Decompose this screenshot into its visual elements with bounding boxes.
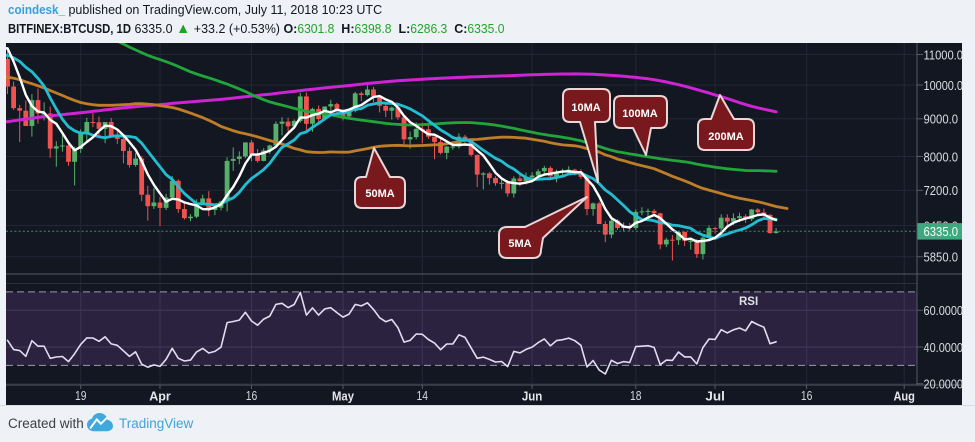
svg-text:60.0000: 60.0000 [924,303,964,318]
svg-text:40.0000: 40.0000 [924,340,964,355]
svg-text:Aug: Aug [893,389,915,404]
svg-text:8000.0: 8000.0 [924,149,959,164]
svg-text:Jul: Jul [705,389,725,404]
svg-text:20.0000: 20.0000 [924,377,964,392]
svg-text:11000.0: 11000.0 [924,47,964,62]
svg-text:14: 14 [417,389,429,403]
svg-text:Created with: Created with [8,416,84,431]
svg-text:Jun: Jun [522,389,543,404]
svg-text:10000.0: 10000.0 [924,78,964,93]
svg-text:5MA: 5MA [508,238,531,250]
svg-text:16: 16 [246,389,258,403]
svg-text:BITFINEX:BTCUSD, 1D 6335.0 ▲ +: BITFINEX:BTCUSD, 1D 6335.0 ▲ +33.2 (+0.5… [8,21,504,37]
svg-text:18: 18 [630,389,642,403]
svg-text:TradingView: TradingView [119,416,194,431]
svg-text:50MA: 50MA [365,188,394,200]
svg-text:6335.0: 6335.0 [924,224,959,239]
svg-text:5850.0: 5850.0 [924,250,959,265]
svg-text:10MA: 10MA [571,102,600,114]
svg-text:Apr: Apr [149,389,171,404]
svg-text:200MA: 200MA [708,131,744,143]
svg-text:16: 16 [801,389,813,403]
svg-text:May: May [332,389,355,404]
svg-text:coindesk_ published on Trading: coindesk_ published on TradingView.com, … [8,3,382,17]
svg-text:9000.0: 9000.0 [924,112,959,127]
svg-text:100MA: 100MA [622,108,658,120]
svg-text:RSI: RSI [739,296,758,308]
svg-text:19: 19 [75,389,87,403]
svg-text:7200.0: 7200.0 [924,183,959,198]
